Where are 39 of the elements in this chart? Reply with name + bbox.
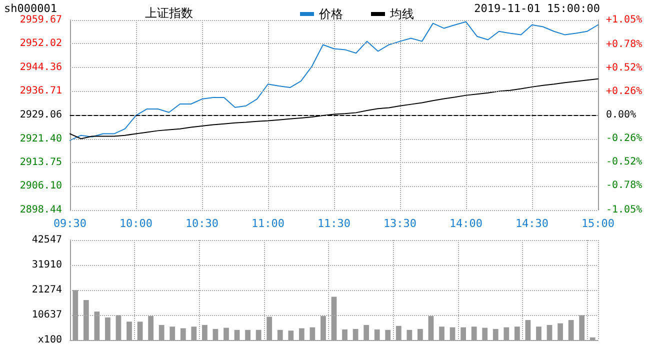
- y2-tick-label: -0.52%: [606, 156, 642, 168]
- y-tick-label: 2959.67: [20, 14, 62, 26]
- chart-title: 上证指数: [145, 6, 193, 20]
- x-tick-label: 11:00: [251, 217, 285, 230]
- y2-tick-label: -0.78%: [606, 180, 642, 192]
- y-tick-label: 2913.75: [20, 156, 62, 168]
- x-tick-label: 09:30: [53, 217, 87, 230]
- y-tick-label: 2936.71: [20, 86, 62, 97]
- legend-label: 价格: [318, 7, 343, 21]
- legend-label: 均线: [389, 7, 414, 21]
- y2-tick-label: -1.05%: [606, 204, 642, 216]
- x-tick-label: 13:30: [383, 217, 417, 230]
- y2-tick-label: +0.78%: [606, 38, 642, 50]
- x-tick-label: 15:00: [581, 217, 615, 230]
- line-series: [70, 21, 598, 141]
- y-tick-label: 2944.36: [20, 62, 62, 74]
- y-tick-label: 21274: [32, 284, 62, 296]
- text: 2019-11-01 15:00:00: [474, 2, 600, 15]
- y-tick-label: 31910: [32, 260, 62, 270]
- y-tick-label: 2898.44: [20, 204, 62, 216]
- x-tick-label: 10:30: [185, 217, 219, 230]
- y2-tick-label: +0.26%: [606, 86, 642, 97]
- text: sh000001: [4, 2, 57, 15]
- y-tick-label: 2929.06: [20, 109, 62, 120]
- y-tick-label: 2921.40: [20, 133, 62, 144]
- x-tick-label: 11:30: [317, 217, 351, 230]
- y2-tick-label: 0.00%: [606, 110, 636, 120]
- y2-tick-label: -0.26%: [606, 133, 642, 144]
- y-tick-label: 2952.02: [20, 38, 62, 50]
- y2-tick-label: +1.05%: [606, 14, 642, 26]
- y-tick-label: 42547: [32, 234, 62, 246]
- y-tick-label: 10637: [32, 310, 62, 320]
- y-tick-label: x100: [38, 334, 62, 346]
- x-tick-label: 14:00: [449, 217, 483, 230]
- x-tick-label: 14:30: [515, 217, 549, 230]
- y-tick-label: 2906.10: [20, 180, 62, 192]
- y2-tick-label: +0.52%: [606, 62, 642, 74]
- x-tick-label: 10:00: [119, 217, 153, 230]
- line-series: [70, 78, 598, 140]
